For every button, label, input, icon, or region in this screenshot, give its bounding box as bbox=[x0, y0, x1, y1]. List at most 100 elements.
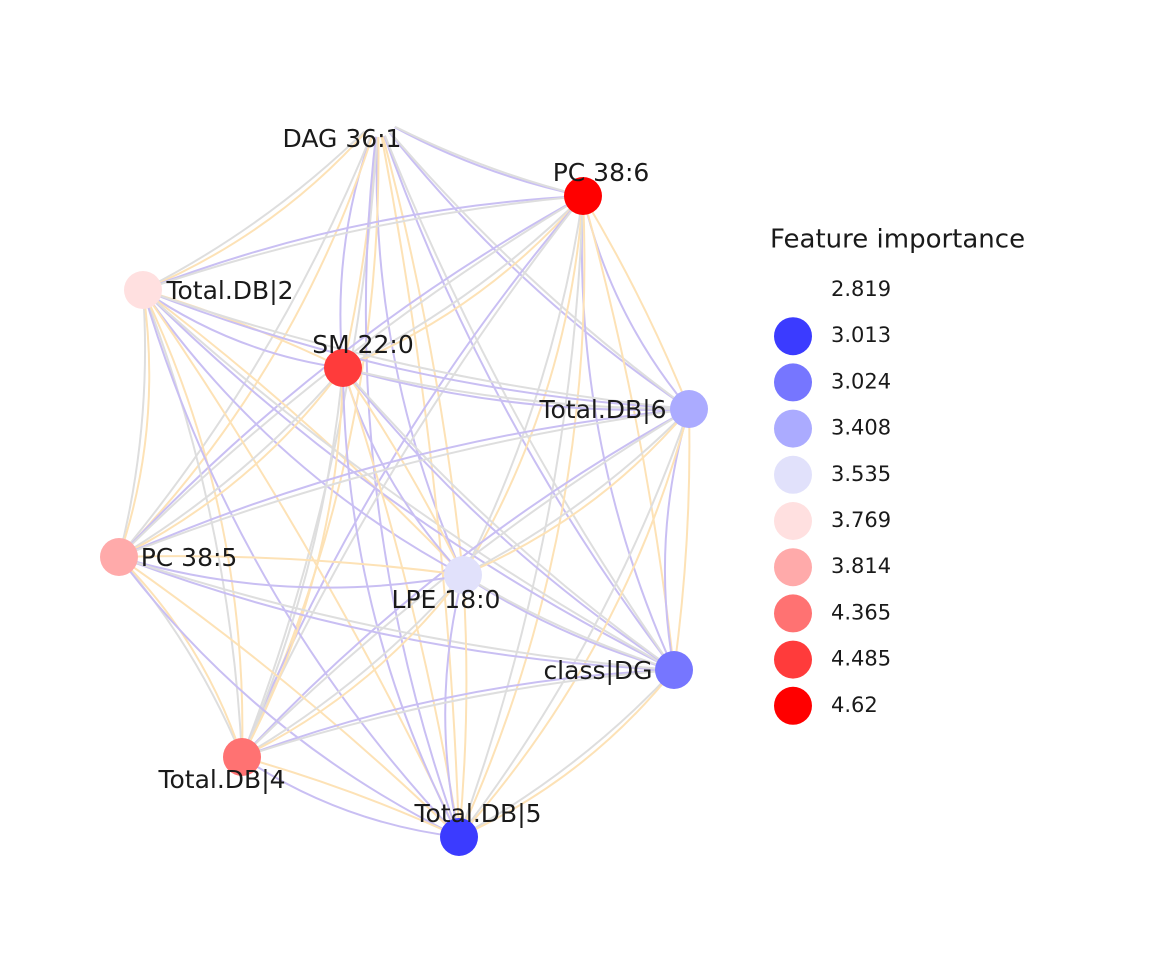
legend-swatch bbox=[774, 594, 812, 633]
node bbox=[324, 349, 362, 387]
edge bbox=[118, 289, 151, 558]
edge bbox=[118, 556, 464, 589]
legend-title: Feature importance bbox=[770, 225, 1025, 255]
node-label: PC 38:6 bbox=[553, 158, 650, 187]
node bbox=[564, 177, 602, 215]
edge bbox=[142, 289, 675, 671]
edge bbox=[458, 408, 690, 838]
edge bbox=[458, 574, 468, 838]
edge bbox=[377, 117, 675, 671]
edge bbox=[462, 574, 675, 671]
node bbox=[440, 818, 478, 856]
legend-label: 2.819 bbox=[831, 277, 891, 301]
legend-swatch bbox=[774, 686, 812, 725]
node-label: PC 38:5 bbox=[141, 543, 238, 572]
edge bbox=[142, 289, 690, 410]
edge bbox=[142, 195, 584, 291]
node-label: Total.DB|4 bbox=[157, 765, 285, 794]
legend-label: 3.535 bbox=[831, 462, 891, 486]
edge bbox=[142, 289, 344, 369]
edge bbox=[118, 556, 243, 758]
edge bbox=[118, 555, 464, 576]
edge bbox=[339, 117, 379, 369]
node-label: Total.DB|5 bbox=[413, 799, 541, 828]
legend-swatch bbox=[774, 640, 812, 679]
edge bbox=[142, 289, 675, 671]
edge bbox=[142, 289, 464, 576]
edge bbox=[342, 195, 584, 369]
edge bbox=[241, 117, 379, 758]
legend-label: 3.408 bbox=[831, 416, 891, 440]
edge bbox=[142, 289, 244, 758]
edge bbox=[241, 669, 675, 758]
edge bbox=[241, 367, 344, 758]
edge bbox=[342, 367, 464, 576]
edge bbox=[241, 574, 464, 758]
edge bbox=[241, 367, 344, 758]
edge bbox=[142, 289, 243, 758]
node bbox=[655, 651, 693, 689]
edge bbox=[342, 367, 690, 411]
edge bbox=[118, 408, 690, 558]
node-label: Total.DB|6 bbox=[538, 395, 666, 424]
edge bbox=[377, 117, 460, 838]
node bbox=[223, 738, 261, 776]
edge bbox=[118, 367, 344, 558]
edge bbox=[462, 574, 675, 671]
edge bbox=[241, 669, 675, 758]
legend-label: 4.365 bbox=[831, 600, 891, 624]
edge bbox=[377, 117, 584, 197]
edge bbox=[142, 195, 584, 291]
edge bbox=[342, 195, 584, 369]
legend-label: 3.769 bbox=[831, 508, 891, 532]
node-label: Total.DB|2 bbox=[165, 276, 293, 305]
edge bbox=[342, 367, 690, 411]
node bbox=[444, 556, 482, 594]
edge bbox=[142, 289, 460, 838]
edge bbox=[142, 289, 690, 410]
edge bbox=[377, 117, 675, 671]
edge bbox=[582, 195, 690, 410]
edge bbox=[241, 756, 460, 838]
edge bbox=[118, 117, 379, 558]
legend-swatch bbox=[774, 363, 812, 402]
edge bbox=[118, 408, 690, 558]
legend-swatch bbox=[774, 502, 812, 540]
edge bbox=[118, 289, 147, 558]
legend-label: 3.814 bbox=[831, 554, 891, 578]
node-label: DAG 36:1 bbox=[283, 124, 402, 153]
edge bbox=[444, 574, 464, 838]
node bbox=[100, 538, 138, 576]
nodes: DAG 36:1 PC 38:6 Total.DB|2 SM 22:0 Total.DB… bbox=[100, 99, 708, 856]
edge bbox=[377, 117, 464, 576]
legend-swatch bbox=[774, 548, 812, 587]
edge bbox=[673, 408, 691, 671]
legend-swatch bbox=[774, 455, 812, 494]
edge bbox=[241, 756, 460, 838]
edge bbox=[142, 289, 460, 838]
legend-swatch bbox=[774, 409, 812, 448]
node bbox=[124, 271, 162, 309]
edge bbox=[458, 669, 675, 838]
node-label: SM 22:0 bbox=[312, 330, 414, 359]
edge bbox=[582, 195, 675, 671]
legend: 2.819 3.013 3.024 3.408 3.535 3.769 3.814 4.365… bbox=[774, 271, 891, 725]
edge bbox=[142, 117, 379, 291]
edge bbox=[458, 408, 690, 838]
legend-label: 3.013 bbox=[831, 323, 891, 347]
legend-label: 4.62 bbox=[831, 693, 878, 717]
edge bbox=[118, 556, 675, 671]
edge bbox=[241, 574, 464, 758]
edge bbox=[118, 556, 460, 838]
node-label: class|DG bbox=[543, 656, 652, 685]
legend-label: 4.485 bbox=[831, 647, 891, 671]
legend-label: 3.024 bbox=[831, 369, 891, 393]
edge bbox=[142, 117, 379, 291]
edge bbox=[462, 408, 690, 576]
legend-swatch bbox=[774, 271, 812, 309]
edges bbox=[118, 117, 691, 838]
edge bbox=[458, 195, 584, 838]
node bbox=[670, 390, 708, 428]
edge bbox=[342, 367, 460, 838]
